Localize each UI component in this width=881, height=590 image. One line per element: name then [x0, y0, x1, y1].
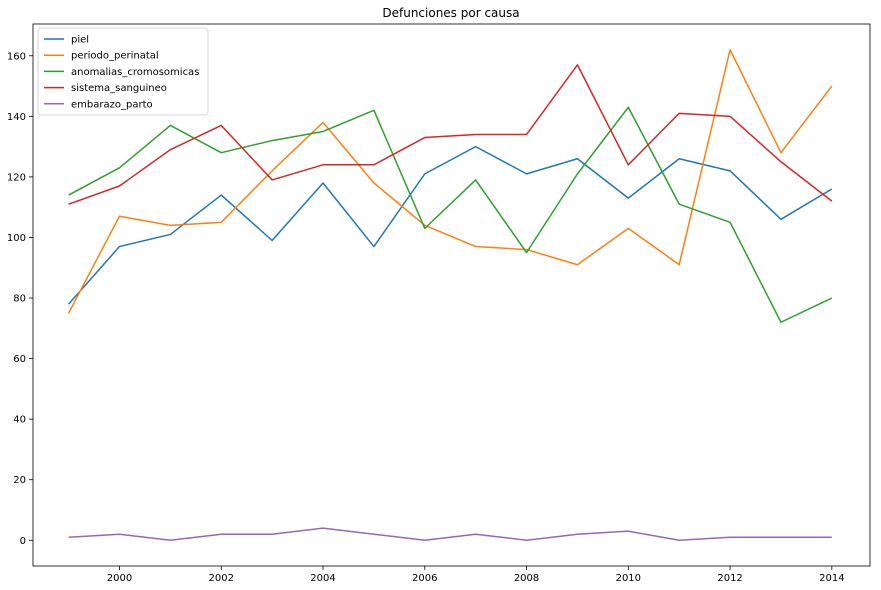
y-tick-label: 20 [13, 475, 26, 486]
x-tick-label: 2014 [819, 573, 844, 584]
x-tick-label: 2010 [616, 573, 641, 584]
y-tick-label: 100 [7, 233, 26, 244]
series-line-periodo-perinatal [67, 48, 833, 314]
series-line-sistema-sanguineo [68, 64, 833, 205]
y-tick-label: 140 [7, 112, 26, 123]
chart-title: Defunciones por causa [382, 6, 519, 20]
series-line-piel [68, 145, 833, 305]
series-line-anomalias-cromosomicas [68, 106, 833, 323]
series-line-embarazo-parto [68, 527, 832, 542]
y-tick-label: 60 [13, 354, 26, 365]
x-tick-label: 2008 [514, 573, 539, 584]
legend-label-embarazo-parto: embarazo_parto [71, 99, 153, 110]
y-tick-label: 0 [20, 536, 26, 547]
x-tick-label: 2012 [717, 573, 742, 584]
y-tick-label: 80 [13, 294, 26, 305]
legend-box [37, 27, 209, 116]
legend-label-piel: piel [71, 35, 89, 46]
legend-label-sistema-sanguineo: sistema_sanguineo [71, 83, 167, 94]
y-tick-label: 160 [7, 51, 26, 62]
x-tick-label: 2004 [310, 573, 335, 584]
axes-frame [32, 23, 871, 567]
y-tick-label: 40 [13, 415, 26, 426]
legend-label-anomalias-cromosomicas: anomalias_cromosomicas [71, 67, 199, 78]
x-tick-label: 2002 [209, 573, 234, 584]
x-tick-label: 2006 [412, 573, 437, 584]
plot-area: 2000 2002 2004 2006 2008 2010 2012 2014 0 20 40 60 8… [7, 23, 871, 584]
legend-label-periodo-perinatal: periodo_perinatal [71, 51, 159, 62]
x-tick-label: 2000 [107, 573, 132, 584]
y-tick-label: 120 [7, 172, 26, 183]
